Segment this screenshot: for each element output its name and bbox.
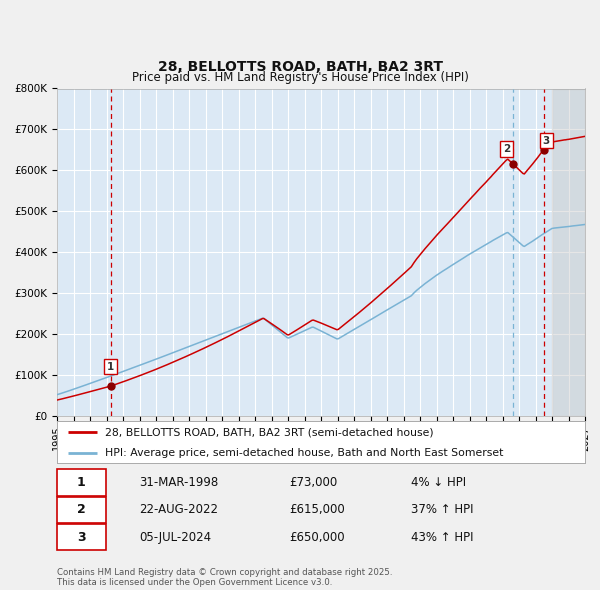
Text: Price paid vs. HM Land Registry's House Price Index (HPI): Price paid vs. HM Land Registry's House …: [131, 71, 469, 84]
Text: 37% ↑ HPI: 37% ↑ HPI: [411, 503, 473, 516]
Text: 2: 2: [503, 144, 510, 154]
Text: £73,000: £73,000: [289, 476, 338, 489]
Text: 22-AUG-2022: 22-AUG-2022: [139, 503, 218, 516]
Text: HPI: Average price, semi-detached house, Bath and North East Somerset: HPI: Average price, semi-detached house,…: [104, 448, 503, 457]
Text: 1: 1: [77, 476, 86, 489]
FancyBboxPatch shape: [57, 524, 106, 550]
Text: 1: 1: [107, 362, 114, 372]
Bar: [552, 88, 585, 416]
Text: 28, BELLOTTS ROAD, BATH, BA2 3RT: 28, BELLOTTS ROAD, BATH, BA2 3RT: [157, 60, 443, 74]
Text: Contains HM Land Registry data © Crown copyright and database right 2025.
This d: Contains HM Land Registry data © Crown c…: [57, 568, 392, 587]
Text: 2: 2: [77, 503, 86, 516]
Text: 28, BELLOTTS ROAD, BATH, BA2 3RT (semi-detached house): 28, BELLOTTS ROAD, BATH, BA2 3RT (semi-d…: [104, 427, 433, 437]
Text: 05-JUL-2024: 05-JUL-2024: [139, 530, 211, 543]
FancyBboxPatch shape: [57, 497, 106, 523]
Text: 3: 3: [543, 136, 550, 146]
Text: 3: 3: [77, 530, 86, 543]
Text: £615,000: £615,000: [289, 503, 345, 516]
Text: £650,000: £650,000: [289, 530, 345, 543]
Text: 43% ↑ HPI: 43% ↑ HPI: [411, 530, 473, 543]
Text: 31-MAR-1998: 31-MAR-1998: [139, 476, 218, 489]
FancyBboxPatch shape: [57, 470, 106, 496]
Text: 4% ↓ HPI: 4% ↓ HPI: [411, 476, 466, 489]
